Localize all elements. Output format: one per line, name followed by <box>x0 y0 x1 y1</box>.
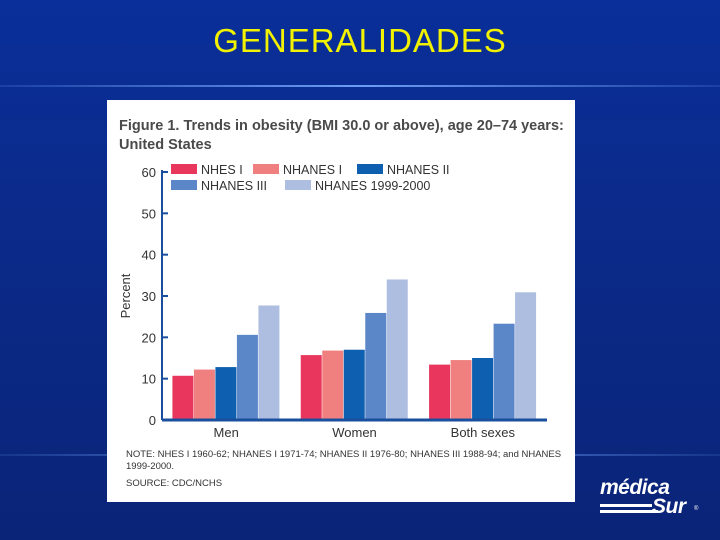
bar <box>172 375 194 420</box>
y-tick-label: 50 <box>142 206 156 221</box>
y-tick-label: 30 <box>142 289 156 304</box>
figure-source: SOURCE: CDC/NCHS <box>126 478 223 489</box>
logo-stripe <box>600 510 658 513</box>
logo-text-bottom: Sur <box>652 495 686 518</box>
slide-title: GENERALIDADES <box>213 22 507 59</box>
y-tick-label: 20 <box>142 330 156 345</box>
legend-label: NHANES 1999-2000 <box>315 179 430 193</box>
y-tick-label: 10 <box>142 372 156 387</box>
y-tick-label: 40 <box>142 248 156 263</box>
legend-swatch <box>171 164 197 174</box>
bar <box>258 305 280 420</box>
bar <box>515 292 537 420</box>
figure-note: NOTE: NHES I 1960-62; NHANES I 1971-74; … <box>126 449 562 472</box>
x-category-label: Both sexes <box>451 425 516 440</box>
bar <box>365 312 387 420</box>
bar <box>322 350 344 420</box>
bar <box>343 349 365 420</box>
x-category-label: Men <box>214 425 239 440</box>
logo-text-top: médica <box>600 476 670 499</box>
legend-label: NHES I <box>201 163 243 177</box>
bar <box>386 279 408 420</box>
bar <box>429 364 451 420</box>
obesity-bar-chart: 0 10 20 30 40 50 60 Percent Men Women Both sexes NH… <box>118 163 547 440</box>
bar <box>193 369 215 420</box>
bar <box>215 367 237 420</box>
bar <box>300 355 322 420</box>
logo-stripe <box>600 504 652 507</box>
y-axis-label: Percent <box>118 273 133 318</box>
legend-swatch <box>285 180 311 190</box>
registered-mark: ® <box>694 506 699 512</box>
figure-panel: Figure 1. Trends in obesity (BMI 30.0 or… <box>107 100 575 502</box>
medica-sur-logo: médica Sur ® <box>598 476 702 520</box>
x-category-label: Women <box>332 425 377 440</box>
figure-title: Figure 1. Trends in obesity (BMI 30.0 or… <box>119 118 564 153</box>
legend-label: NHANES I <box>283 163 342 177</box>
bar <box>493 323 515 420</box>
legend-swatch <box>171 180 197 190</box>
y-tick-label: 0 <box>149 413 156 428</box>
legend-swatch <box>357 164 383 174</box>
bar <box>450 360 472 420</box>
y-tick-label: 60 <box>142 165 156 180</box>
legend-label: NHANES II <box>387 163 450 177</box>
bar <box>472 358 494 420</box>
legend-label: NHANES III <box>201 179 267 193</box>
bar <box>236 334 258 420</box>
title-divider <box>0 85 720 87</box>
legend-swatch <box>253 164 279 174</box>
